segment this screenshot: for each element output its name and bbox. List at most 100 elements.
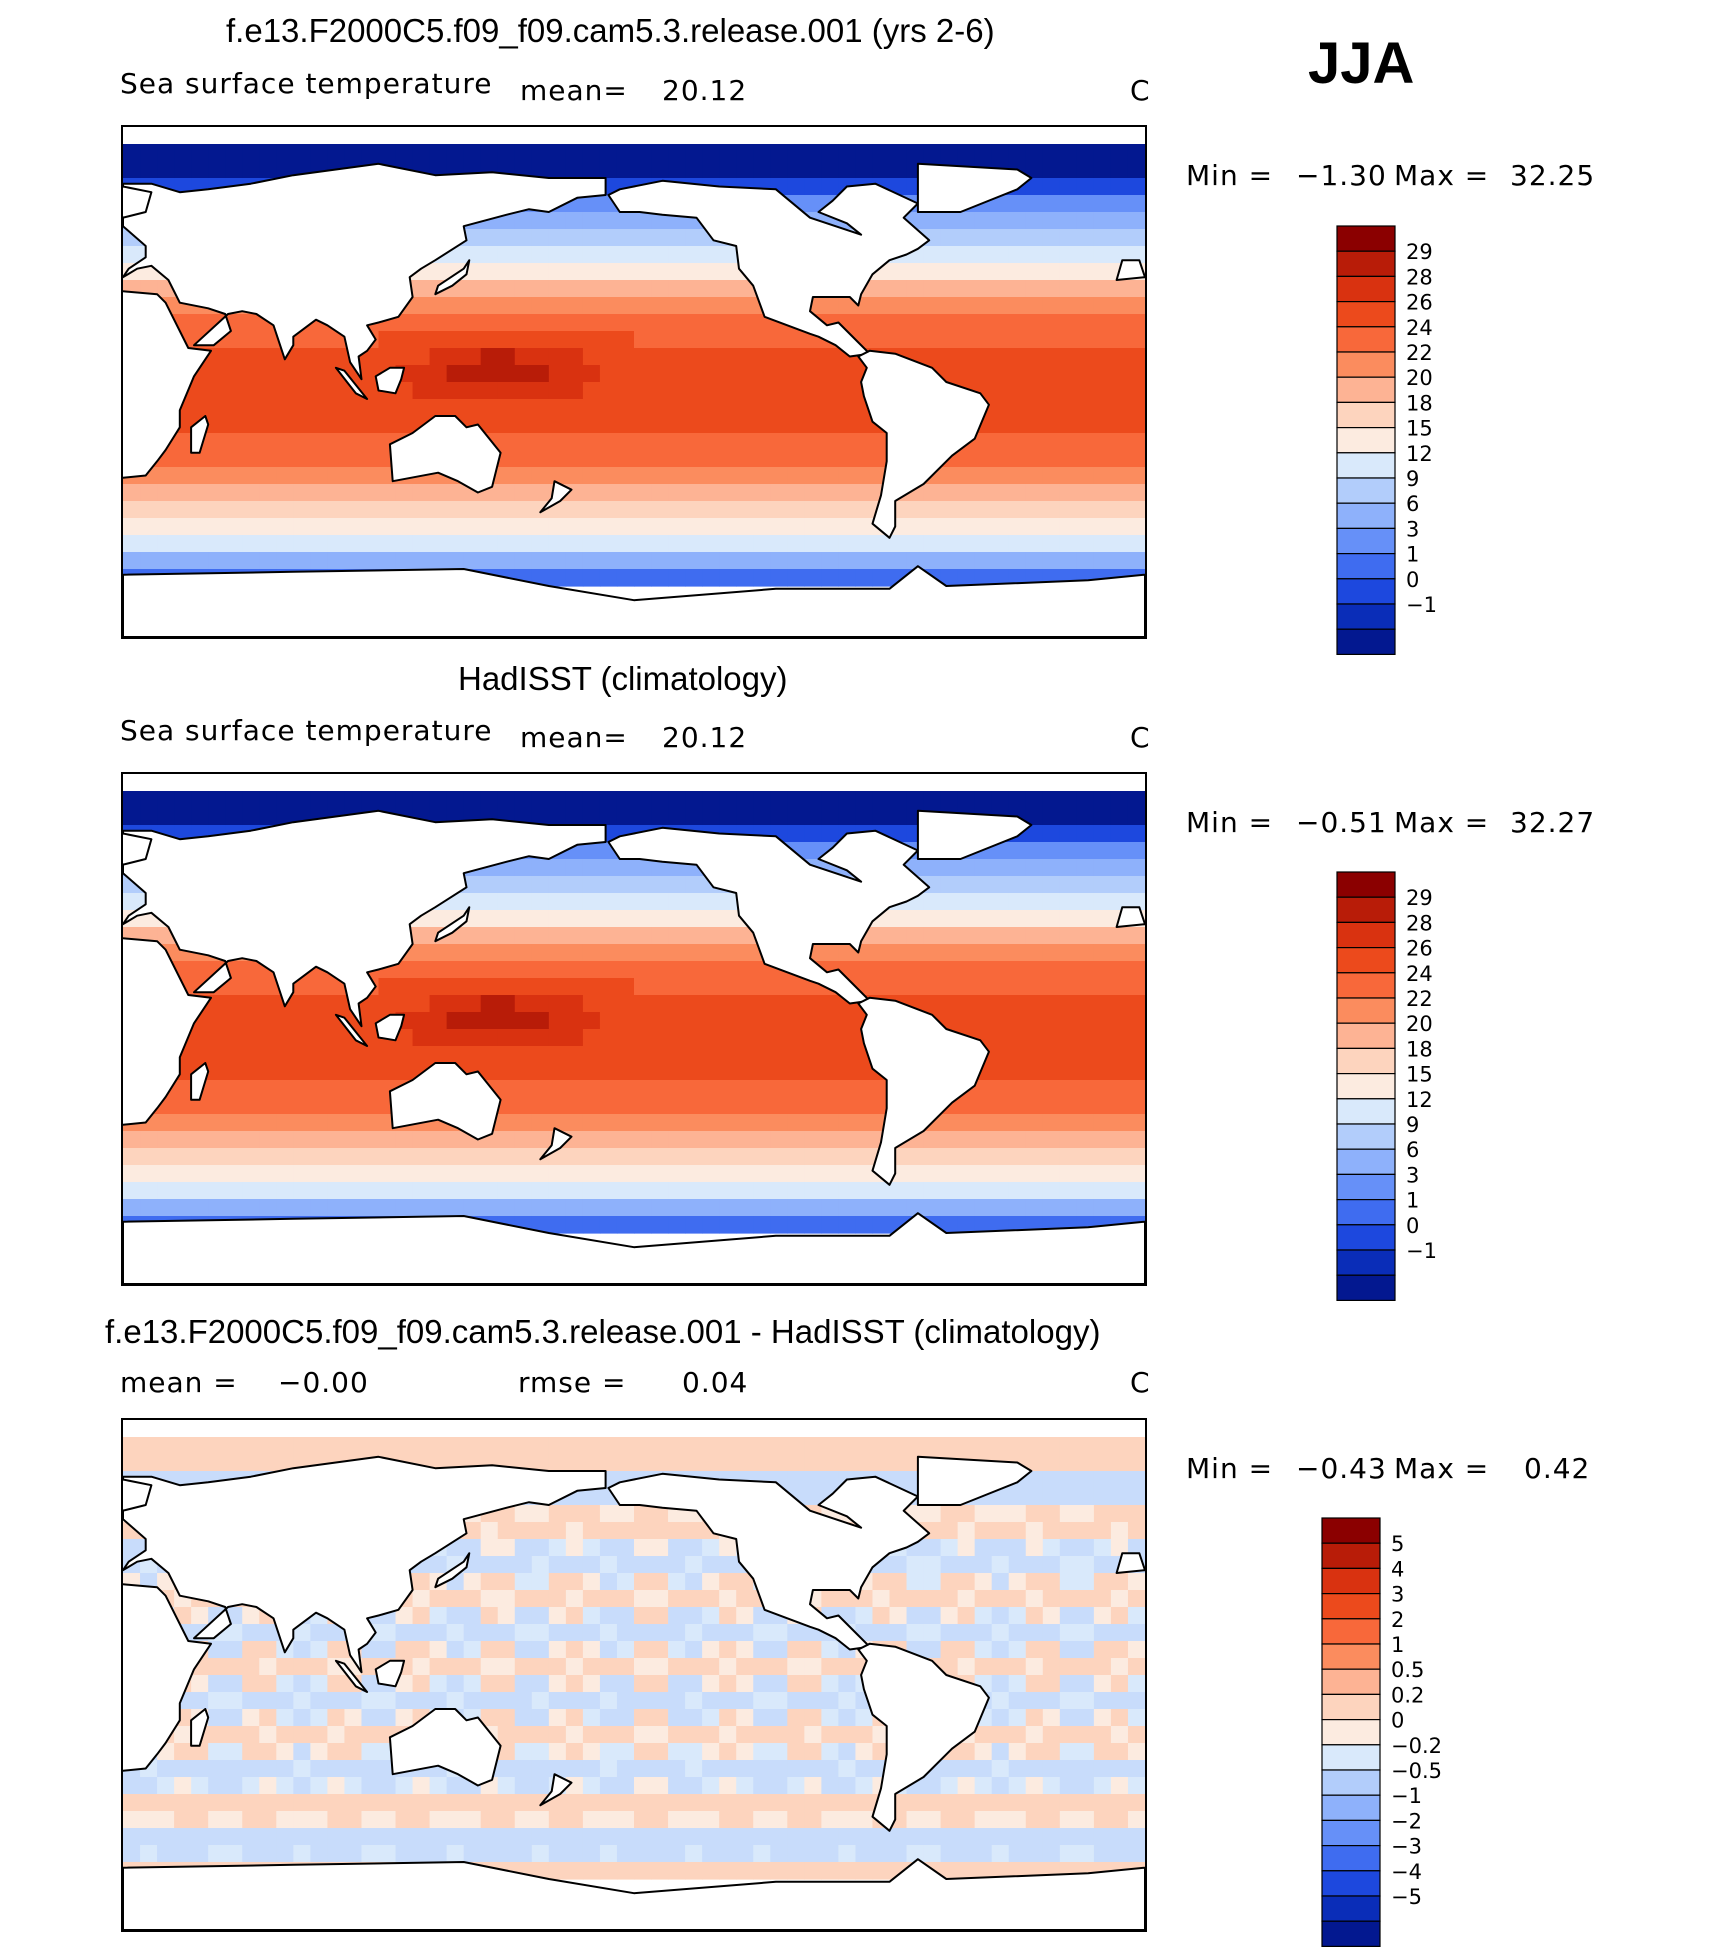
field-cell (514, 1046, 533, 1064)
panel-1-min-label: Min = (1186, 159, 1274, 192)
field-cell (123, 161, 141, 179)
field-cell (497, 1080, 516, 1098)
field-cell (327, 1165, 346, 1183)
field-cell (565, 944, 584, 962)
field-cell (651, 1709, 669, 1727)
field-cell (582, 569, 601, 587)
field-cell (140, 1811, 158, 1829)
field-cell (719, 1063, 737, 1081)
field-cell (446, 1845, 465, 1863)
field-cell (1093, 1794, 1112, 1812)
field-cell (208, 1760, 226, 1778)
field-cell (787, 1437, 805, 1455)
field-cell (651, 1199, 669, 1217)
field-cell (974, 314, 993, 332)
field-cell (719, 1675, 737, 1693)
field-cell (702, 1097, 720, 1115)
field-cell (634, 808, 652, 826)
field-cell (974, 910, 993, 928)
field-cell (753, 1454, 771, 1472)
field-cell (753, 995, 771, 1013)
field-cell (242, 1012, 260, 1030)
field-cell (719, 978, 737, 996)
field-cell (957, 467, 976, 485)
field-cell (276, 1046, 294, 1064)
field-cell (463, 1607, 482, 1625)
field-cell (242, 1029, 260, 1047)
field-cell (327, 1624, 346, 1642)
field-cell (770, 1794, 788, 1812)
field-cell (395, 348, 414, 366)
coastline (607, 179, 931, 358)
field-cell (1025, 1063, 1044, 1081)
field-cell (412, 1437, 431, 1455)
field-cell (123, 1165, 141, 1183)
field-cell (1025, 825, 1044, 843)
field-cell (838, 1590, 857, 1608)
field-cell (634, 569, 652, 587)
field-cell (446, 1199, 465, 1217)
field-cell (1110, 1845, 1129, 1863)
field-cell (259, 1199, 277, 1217)
field-cell (310, 399, 328, 417)
field-cell (463, 1012, 482, 1030)
field-cell (497, 995, 516, 1013)
field-cell (497, 1607, 516, 1625)
field-cell (770, 569, 788, 587)
field-cell (974, 1760, 993, 1778)
field-cell (1059, 1845, 1078, 1863)
field-cell (174, 518, 192, 536)
field-cell (804, 1777, 822, 1795)
field-cell (123, 484, 141, 502)
field-cell (293, 1692, 311, 1710)
field-cell (974, 212, 993, 230)
field-cell (1059, 1709, 1078, 1727)
field-cell (446, 331, 465, 349)
field-cell (668, 1845, 686, 1863)
field-cell (1025, 1471, 1044, 1489)
field-cell (531, 1097, 550, 1115)
field-cell (531, 1811, 550, 1829)
field-cell (1042, 229, 1061, 247)
field-cell (548, 246, 567, 264)
field-cell (565, 1114, 584, 1132)
field-cell (1110, 229, 1129, 247)
field-cell (1093, 1029, 1112, 1047)
field-cell (821, 1862, 839, 1880)
field-cell (821, 1709, 839, 1727)
field-cell (344, 1760, 363, 1778)
field-cell (225, 995, 243, 1013)
field-cell (463, 1624, 482, 1642)
field-cell (991, 1165, 1010, 1183)
field-cell (1008, 927, 1027, 945)
colorbar-swatch (1336, 871, 1396, 898)
field-cell (634, 1641, 652, 1659)
field-cell (599, 1777, 618, 1795)
field-cell (1042, 365, 1061, 383)
field-cell (191, 1607, 209, 1625)
field-cell (582, 978, 601, 996)
field-cell (293, 1012, 311, 1030)
field-cell (1093, 1607, 1112, 1625)
colorbar-swatch (1336, 1022, 1396, 1049)
field-cell (225, 1454, 243, 1472)
field-cell (327, 1097, 346, 1115)
field-cell (1127, 552, 1145, 570)
field-cell (957, 1114, 976, 1132)
field-cell (429, 1046, 448, 1064)
field-cell (531, 1131, 550, 1149)
field-cell (1110, 1063, 1129, 1081)
field-cell (1127, 535, 1145, 553)
field-cell (565, 1862, 584, 1880)
field-cell (174, 1114, 192, 1132)
field-cell (923, 348, 942, 366)
field-cell (753, 808, 771, 826)
coastline (539, 1127, 573, 1161)
field-cell (1127, 501, 1145, 519)
field-cell (1110, 1726, 1129, 1744)
field-cell (582, 1046, 601, 1064)
field-cell (889, 808, 908, 826)
field-cell (327, 791, 346, 809)
field-cell (1025, 1607, 1044, 1625)
field-cell (548, 1709, 567, 1727)
